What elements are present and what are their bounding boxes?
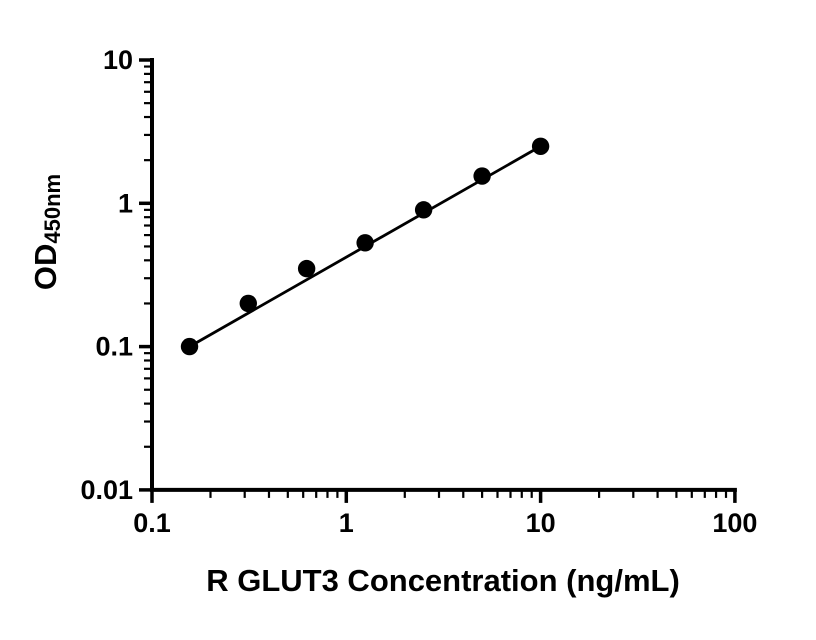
y-tick-label: 10 bbox=[103, 45, 133, 75]
x-tick-label: 100 bbox=[712, 508, 757, 538]
data-point bbox=[414, 201, 433, 219]
data-point bbox=[531, 137, 550, 155]
x-tick-label: 0.1 bbox=[133, 508, 171, 538]
y-axis-title: OD450nm bbox=[28, 173, 65, 291]
x-tick-label: 10 bbox=[526, 508, 556, 538]
y-tick-label: 1 bbox=[118, 188, 133, 218]
data-point bbox=[473, 167, 491, 185]
data-point bbox=[297, 259, 316, 278]
axes bbox=[150, 58, 737, 492]
y-tick-label: 0.1 bbox=[95, 332, 133, 362]
x-tick-label: 1 bbox=[339, 508, 354, 538]
data-point bbox=[356, 234, 374, 252]
x-axis-title: R GLUT3 Concentration (ng/mL) bbox=[206, 563, 680, 598]
y-tick-label: 0.01 bbox=[80, 475, 133, 505]
data-point bbox=[180, 337, 199, 356]
y-axis-title-main: OD bbox=[28, 243, 63, 291]
y-axis-title-subscript: 450nm bbox=[40, 173, 65, 244]
data-point bbox=[239, 294, 257, 313]
